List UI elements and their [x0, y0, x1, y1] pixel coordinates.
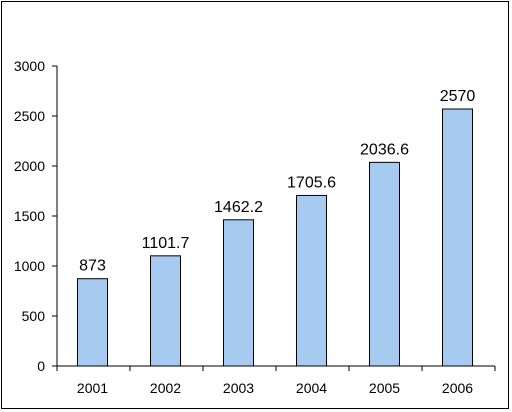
bar-2002: [150, 255, 181, 367]
value-label-2005: 2036.6: [360, 141, 409, 158]
y-tick-label: 500: [22, 308, 46, 324]
value-label-2002: 1101.7: [142, 235, 190, 252]
x-tick-label-2001: 2001: [77, 380, 108, 396]
x-tick-label-2006: 2006: [442, 380, 473, 396]
bar-series: [77, 108, 473, 367]
y-tick-label: 2000: [14, 158, 45, 174]
bar-2003: [223, 219, 254, 367]
bar-2001: [77, 278, 108, 367]
bar-2004: [296, 194, 327, 367]
bar-2005: [369, 161, 400, 367]
y-tick-label: 2500: [14, 108, 45, 124]
value-label-2004: 1705.6: [287, 174, 336, 191]
x-axis-ticks: 2001 2002 2003 2004 2005 2006: [56, 366, 496, 396]
value-label-2006: 2570: [440, 88, 476, 105]
y-tick-label: 0: [37, 358, 45, 374]
y-tick-label: 1500: [14, 208, 45, 224]
x-tick-label-2002: 2002: [150, 380, 181, 396]
x-tick-label-2003: 2003: [223, 380, 254, 396]
data-labels: 873 1101.7 1462.2 1705.6 2036.6 2570: [79, 88, 475, 275]
x-tick-label-2004: 2004: [296, 380, 327, 396]
y-tick-label: 1000: [14, 258, 45, 274]
x-tick-label-2005: 2005: [369, 380, 400, 396]
bar-2006: [442, 108, 473, 367]
value-label-2001: 873: [79, 258, 106, 275]
value-label-2003: 1462.2: [214, 199, 263, 216]
y-axis-ticks: 0 500 1000 1500 2000 2500 3000: [14, 58, 57, 374]
y-tick-label: 3000: [14, 58, 45, 74]
